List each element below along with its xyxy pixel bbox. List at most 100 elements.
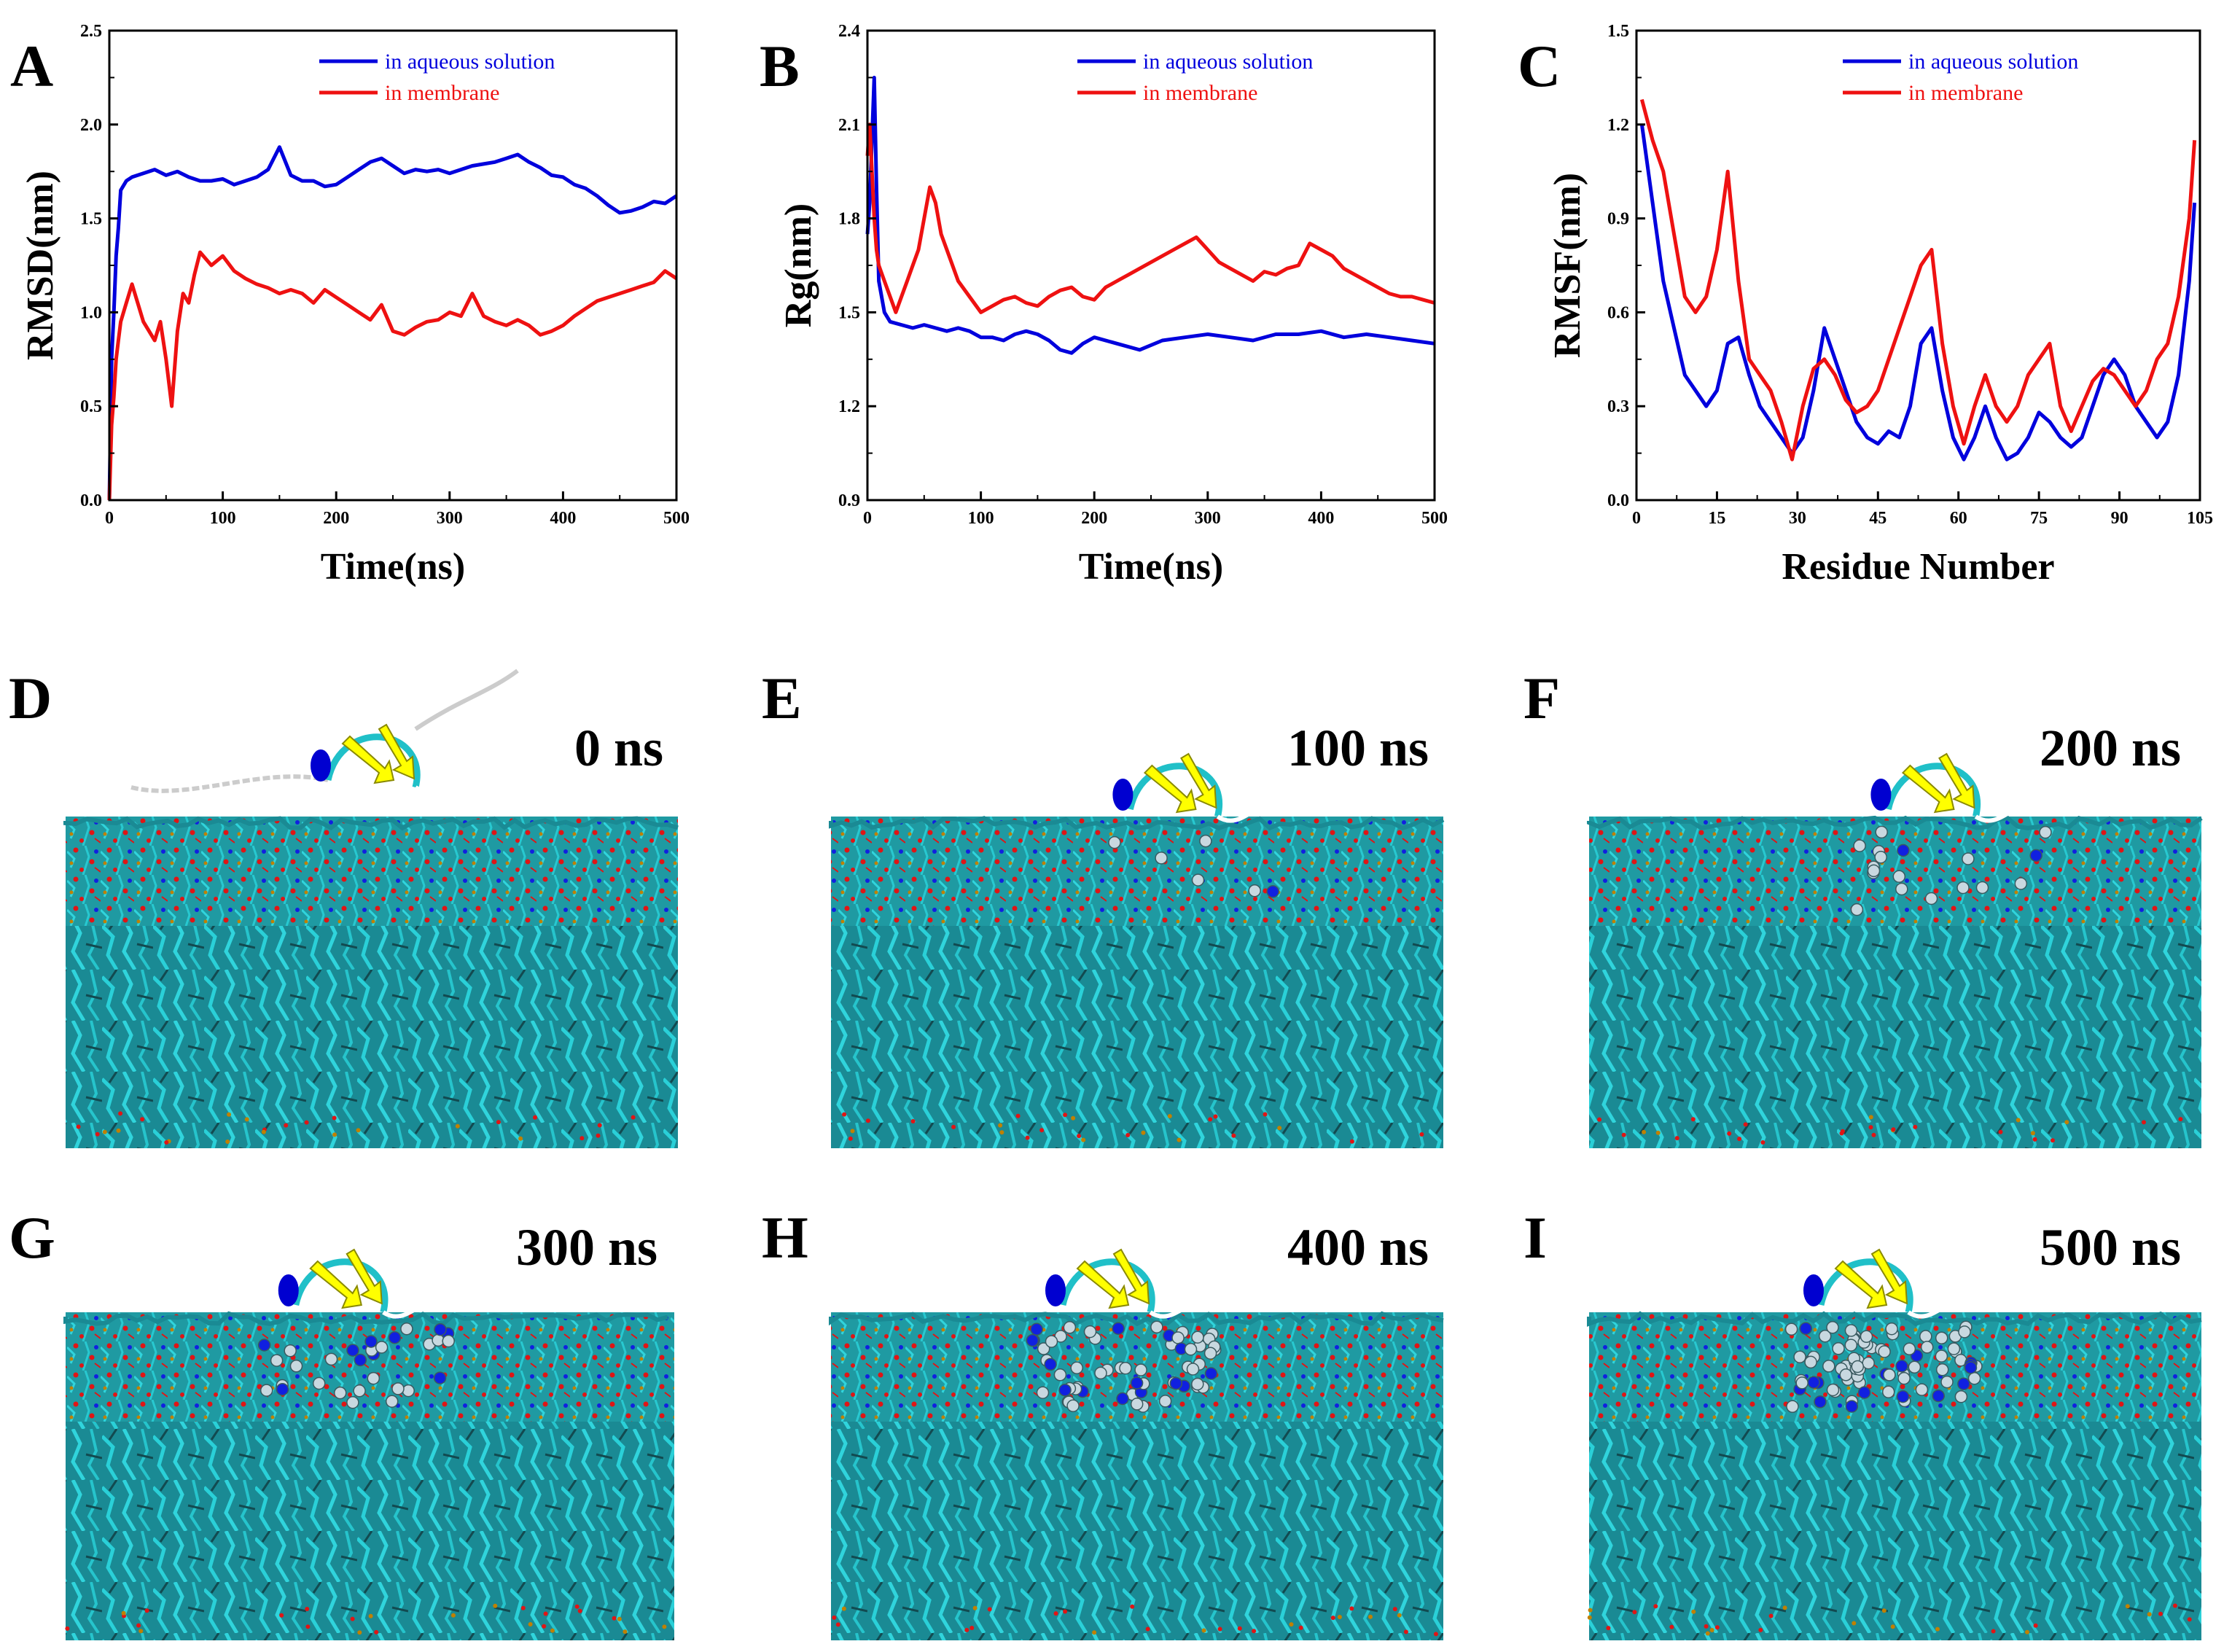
lower-headgroup-atom	[1743, 1122, 1748, 1127]
inserted-residue-atom	[442, 1334, 455, 1348]
lower-headgroup-atom	[1690, 1117, 1696, 1122]
x-tick-label: 105	[2187, 509, 2213, 528]
x-tick-label: 60	[1950, 509, 1967, 528]
protein-cartoon	[1803, 1248, 1961, 1319]
lower-headgroup-atom	[2178, 1117, 2183, 1122]
lower-headgroup-atom	[1419, 1132, 1424, 1137]
inserted-residue-atom	[1844, 1324, 1858, 1337]
inserted-residue-atom	[1066, 1399, 1080, 1413]
inserted-residue-atom	[333, 1386, 347, 1400]
inserted-residue-atom	[1814, 1395, 1827, 1409]
lower-headgroup-atom	[848, 1136, 853, 1141]
y-tick-label: 0.0	[1607, 491, 1629, 510]
lower-headgroup-atom	[1349, 1139, 1354, 1144]
inserted-residue-atom	[1964, 1361, 1978, 1374]
lower-headgroup-atom	[225, 1139, 230, 1144]
panel-label: H	[762, 1204, 808, 1271]
membrane-surface	[829, 1311, 1444, 1327]
snapshot-panel-e: E 100 ns	[762, 665, 1445, 1148]
lower-headgroup-atom	[841, 1606, 846, 1611]
inserted-residue-atom	[346, 1395, 359, 1409]
lower-headgroup-atom	[1231, 1133, 1236, 1138]
membrane-surface	[829, 816, 1445, 831]
x-tick-label: 0	[105, 509, 114, 528]
lower-headgroup-atom	[1727, 1131, 1732, 1136]
coil-segment	[1127, 763, 1222, 818]
x-tick-label: 200	[323, 509, 349, 528]
lower-headgroup-atom	[2158, 1611, 2163, 1616]
lower-headgroup-atom	[279, 1613, 284, 1618]
lower-headgroup-atom	[580, 1136, 585, 1141]
lower-headgroup-atom	[623, 1629, 628, 1635]
lower-headgroup-atom	[2172, 1603, 2177, 1608]
y-tick-label: 0.9	[1607, 210, 1629, 229]
inserted-residue-atom	[1191, 1377, 1204, 1391]
protein-cartoon	[278, 1248, 436, 1319]
inserted-residue-atom	[260, 1384, 273, 1397]
lower-headgroup-atom	[304, 1120, 309, 1125]
inserted-residue-atom	[1807, 1376, 1820, 1389]
inserted-residue-atom	[1897, 1371, 1911, 1385]
lower-headgroup-atom	[1655, 1130, 1661, 1135]
inserted-residue-atom	[354, 1353, 367, 1367]
inserted-residue-atom	[1058, 1383, 1072, 1397]
x-tick-label: 400	[550, 509, 576, 528]
lower-headgroup-atom	[1991, 1629, 1996, 1634]
inserted-residue-atom	[1130, 1398, 1144, 1411]
inserted-residue-atom	[1826, 1321, 1839, 1334]
lower-headgroup-atom	[2032, 1137, 2037, 1142]
inserted-residue-atom	[1053, 1368, 1067, 1382]
snapshot-panel-d: D 0 ns	[9, 665, 679, 1148]
lower-headgroup-atom	[842, 1112, 847, 1117]
snapshot-time-label: 300 ns	[516, 1218, 658, 1277]
inserted-residue-atom	[1935, 1331, 1948, 1345]
lower-headgroup-atom	[1039, 1128, 1045, 1133]
lower-headgroup-atom	[1349, 1606, 1354, 1611]
lower-headgroup-atom	[2030, 1131, 2035, 1136]
y-tick-label: 2.5	[80, 22, 102, 41]
lower-headgroup-atom	[1868, 1125, 1873, 1130]
inserted-residue-atom	[1896, 1390, 1910, 1403]
snapshot-panel-i: I 500 ns	[1523, 1204, 2202, 1640]
lower-headgroup-atom	[332, 1132, 337, 1137]
helix-segment	[1870, 779, 1892, 811]
series-line-aqueous	[107, 145, 678, 501]
lower-headgroup-atom	[865, 1118, 870, 1123]
inserted-residue-atom	[1895, 1360, 1908, 1373]
beta-strand	[378, 723, 415, 780]
lower-headgroup-atom	[1141, 1130, 1146, 1135]
lower-headgroup-atom	[118, 1111, 123, 1116]
lower-headgroup-atom	[1782, 1605, 1787, 1610]
snapshot-time-label: 100 ns	[1287, 719, 1429, 777]
lower-headgroup-atom	[1871, 1132, 1876, 1137]
membrane-surface	[63, 816, 679, 831]
lower-headgroup-atom	[1433, 1632, 1438, 1637]
lower-headgroup-atom	[1998, 1129, 2003, 1134]
lower-headgroup-atom	[1674, 1136, 1679, 1141]
lower-headgroup-atom	[1237, 1626, 1242, 1631]
inserted-residue-atom	[1203, 1347, 1217, 1360]
lower-headgroup-atom	[832, 1615, 837, 1620]
turn-segment	[414, 776, 468, 794]
panel-label: G	[9, 1204, 55, 1271]
beta-strand	[346, 1248, 383, 1305]
coil-segment	[1059, 1258, 1155, 1314]
inserted-residue-atom	[1130, 1376, 1144, 1390]
legend-label-membrane: in membrane	[1908, 81, 2023, 105]
lower-headgroup-atom	[261, 1129, 266, 1134]
inserted-residue-atom	[1947, 1342, 1961, 1355]
lower-headgroup-atom	[972, 1605, 978, 1610]
lower-headgroup-atom	[1588, 1608, 1593, 1613]
lower-headgroup-atom	[1289, 1622, 1294, 1627]
lower-headgroup-atom	[244, 1117, 249, 1122]
inserted-residue-atom	[367, 1371, 381, 1385]
inserted-residue-atom	[1844, 1339, 1858, 1352]
inserted-residue-atom	[1924, 892, 1938, 905]
lower-headgroup-atom	[835, 1622, 840, 1627]
lower-headgroup-atom	[662, 1624, 667, 1629]
x-axis-title: Time(ns)	[1079, 546, 1223, 588]
y-tick-label: 0.5	[80, 397, 102, 416]
x-tick-label: 100	[968, 509, 994, 528]
lower-headgroup-atom	[596, 1133, 601, 1138]
lower-headgroup-atom	[1053, 1611, 1058, 1616]
